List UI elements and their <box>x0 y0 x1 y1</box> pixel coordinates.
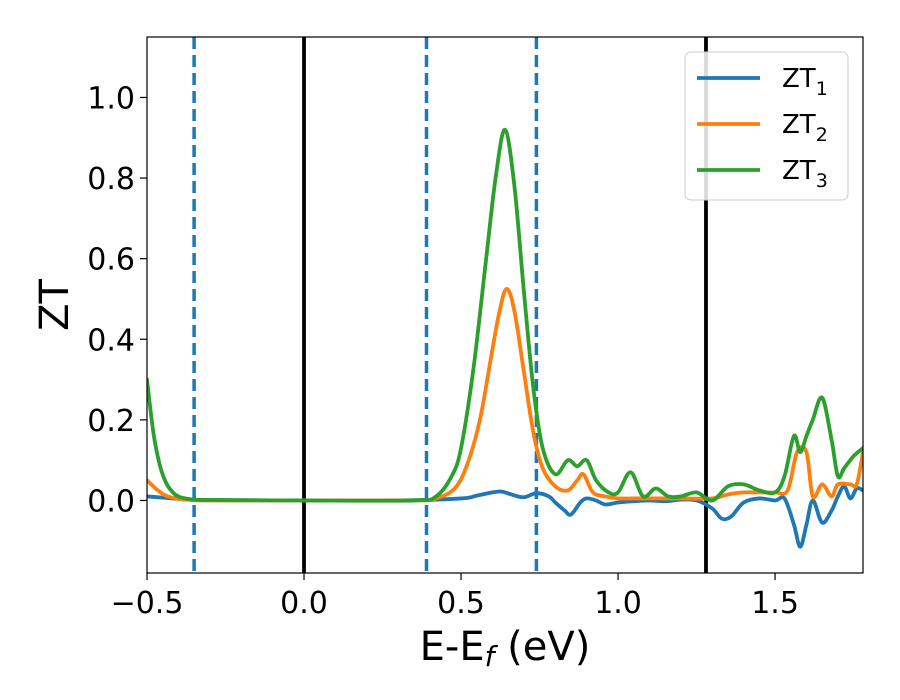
x-tick-label: 1.0 <box>594 586 642 621</box>
x-tick-label: 1.5 <box>751 586 799 621</box>
x-tick-label: 0.0 <box>280 586 328 621</box>
legend: ZT1 ZT2 ZT3 <box>684 51 849 201</box>
series-line-zt1 <box>147 484 863 549</box>
legend-label: ZT1 <box>782 64 828 100</box>
x-axis-label: E-Ef (eV) <box>420 624 591 673</box>
legend-label: ZT2 <box>782 110 828 146</box>
series-line-zt3 <box>147 127 863 503</box>
x-axis-ticks: −0.5 0.0 0.5 1.0 1.5 <box>111 573 799 621</box>
y-tick-label: 0.0 <box>87 484 135 519</box>
plot-frame <box>146 36 864 574</box>
legend-item-zt1: ZT1 <box>697 64 828 100</box>
x-tick-label: −0.5 <box>111 586 184 621</box>
y-tick-label: 0.4 <box>87 323 135 358</box>
y-tick-label: 1.0 <box>87 81 135 116</box>
legend-item-zt2: ZT2 <box>697 110 828 146</box>
x-tick-label: 0.5 <box>437 586 485 621</box>
legend-box <box>684 51 849 201</box>
legend-item-zt3: ZT3 <box>697 156 828 192</box>
y-tick-label: 0.6 <box>87 243 135 278</box>
series-lines <box>147 127 863 549</box>
y-axis-label: ZT <box>32 279 78 331</box>
legend-label: ZT3 <box>782 156 828 192</box>
series-line-zt2 <box>147 286 863 503</box>
y-tick-label: 0.2 <box>87 404 135 439</box>
y-axis-ticks: 0.0 0.2 0.4 0.6 0.8 1.0 <box>87 81 147 519</box>
y-tick-label: 0.8 <box>87 162 135 197</box>
